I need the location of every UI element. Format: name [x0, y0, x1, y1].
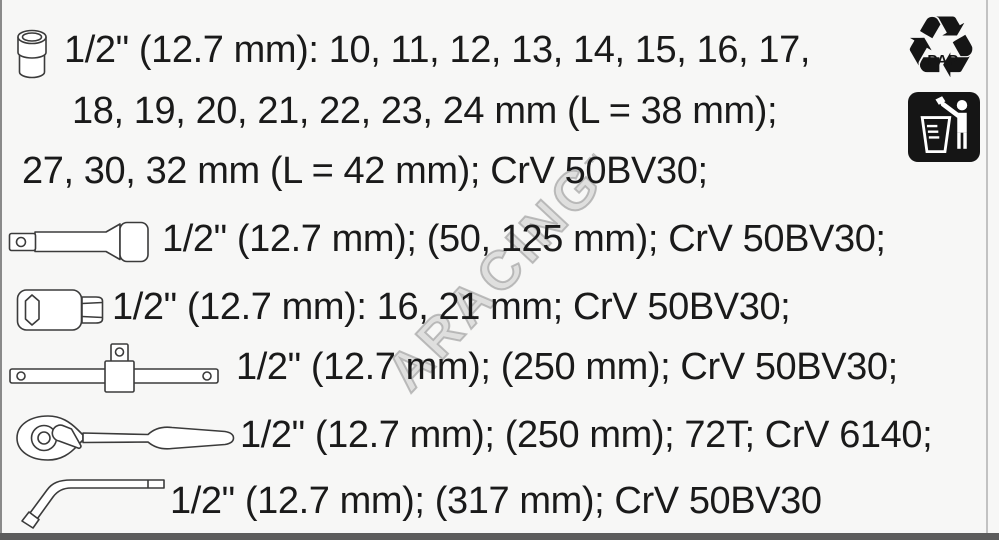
socket-icon: [16, 28, 48, 80]
spark-plug-socket-icon: [16, 288, 104, 332]
left-edge-line: [0, 0, 2, 533]
pap-label: PAP: [927, 52, 959, 69]
right-edge-line: [986, 0, 988, 540]
spec-line-sliding-t-bar: 1/2" (12.7 mm); (250 mm); CrV 50BV30;: [236, 346, 898, 388]
recycling-pap-symbol: ♻ PAP: [897, 0, 985, 96]
spec-line-sockets-1: 1/2" (12.7 mm): 10, 11, 12, 13, 14, 15, …: [64, 29, 811, 71]
l-type-handle-icon: [8, 477, 166, 531]
ratchet-handle-icon: [14, 414, 236, 462]
sliding-t-bar-icon: [8, 342, 220, 394]
extension-bar-icon: [8, 221, 150, 263]
spec-line-extension-bar: 1/2" (12.7 mm); (50, 125 mm); CrV 50BV30…: [162, 218, 886, 260]
spec-line-sockets-3: 27, 30, 32 mm (L = 42 mm); CrV 50BV30;: [22, 150, 708, 192]
dispose-properly-icon: [908, 92, 980, 162]
spec-line-sockets-2: 18, 19, 20, 21, 22, 23, 24 mm (L = 38 mm…: [72, 90, 778, 132]
bottom-strip: [0, 533, 999, 540]
spec-line-ratchet: 1/2" (12.7 mm); (250 mm); 72T; CrV 6140;: [240, 414, 933, 456]
recycling-triangle-icon: ♻: [902, 0, 980, 96]
spec-line-spark-plug-socket: 1/2" (12.7 mm): 16, 21 mm; CrV 50BV30;: [112, 286, 791, 328]
spec-line-l-handle: 1/2" (12.7 mm); (317 mm); CrV 50BV30: [170, 480, 822, 522]
